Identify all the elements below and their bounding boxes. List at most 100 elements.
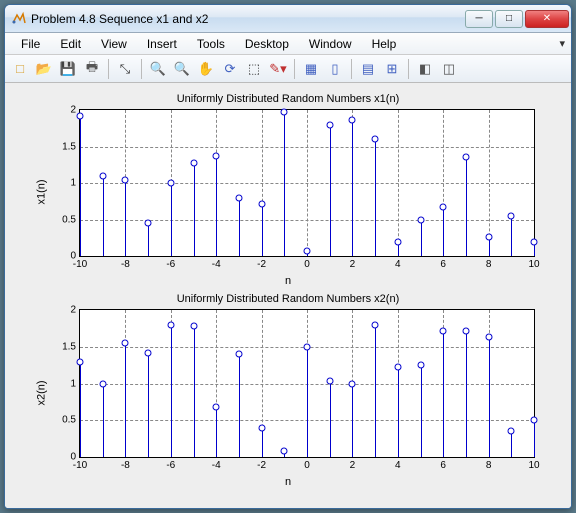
dock-icon[interactable]: ◧ <box>414 58 436 80</box>
stem-line <box>443 331 444 457</box>
menu-help[interactable]: Help <box>362 35 407 53</box>
stem-marker <box>235 351 242 358</box>
xtick-label: 4 <box>395 259 401 270</box>
stem-line <box>511 216 512 256</box>
stem-marker <box>213 404 220 411</box>
hide-tools-icon[interactable]: ⊞ <box>381 58 403 80</box>
rotate-3d-icon[interactable]: ⟳ <box>219 58 241 80</box>
zoom-out-icon[interactable]: 🔍 <box>171 58 193 80</box>
toolbar-separator <box>408 59 409 79</box>
zoom-in-icon[interactable]: 🔍 <box>147 58 169 80</box>
stem-line <box>443 207 444 256</box>
stem-marker <box>485 233 492 240</box>
stem-marker <box>235 194 242 201</box>
ytick-label: 2 <box>70 105 76 116</box>
print-icon[interactable]: 🖶 <box>81 58 103 80</box>
ylabel: x1(n) <box>36 180 48 205</box>
matlab-icon <box>11 11 27 27</box>
data-cursor-icon[interactable]: ⬚ <box>243 58 265 80</box>
maximize-button[interactable]: □ <box>495 10 523 28</box>
titlebar[interactable]: Problem 4.8 Sequence x1 and x2 ─ □ ✕ <box>5 5 571 33</box>
close-button[interactable]: ✕ <box>525 10 569 28</box>
toolbar-separator <box>351 59 352 79</box>
gridline-v <box>307 110 308 256</box>
stem-marker <box>349 380 356 387</box>
legend-icon[interactable]: ▤ <box>357 58 379 80</box>
stem-line <box>330 381 331 456</box>
xtick-label: -6 <box>166 460 175 471</box>
stem-marker <box>99 380 106 387</box>
pan-icon[interactable]: ✋ <box>195 58 217 80</box>
ytick-label: 1.5 <box>62 341 76 352</box>
ytick-label: 0.5 <box>62 214 76 225</box>
xtick-label: 0 <box>304 460 310 471</box>
xtick-label: -10 <box>73 259 87 270</box>
stem-line <box>239 354 240 456</box>
stem-line <box>307 347 308 457</box>
stem-marker <box>462 327 469 334</box>
edit-plot-icon[interactable]: ⤡ <box>114 58 136 80</box>
undock-icon[interactable]: ◫ <box>438 58 460 80</box>
xtick-label: -10 <box>73 460 87 471</box>
stem-marker <box>258 424 265 431</box>
stem-marker <box>213 153 220 160</box>
stem-marker <box>417 216 424 223</box>
menubar: File Edit View Insert Tools Desktop Wind… <box>5 33 571 55</box>
menu-edit[interactable]: Edit <box>50 35 91 53</box>
stem-marker <box>77 112 84 119</box>
ytick-label: 0.5 <box>62 415 76 426</box>
stem-line <box>330 125 331 257</box>
menu-tools[interactable]: Tools <box>187 35 235 53</box>
stem-marker <box>485 334 492 341</box>
xtick-label: -6 <box>166 259 175 270</box>
menu-view[interactable]: View <box>91 35 137 53</box>
stem-line <box>103 384 104 457</box>
xtick-label: 8 <box>486 460 492 471</box>
menu-corner-icon[interactable]: ▾ <box>559 37 565 50</box>
open-icon[interactable]: 📂 <box>33 58 55 80</box>
stem-line <box>171 325 172 457</box>
axes[interactable]: 00.511.52-10-8-6-4-20246810 <box>79 309 535 457</box>
ytick-label: 2 <box>70 305 76 316</box>
stem-marker <box>531 417 538 424</box>
stem-line <box>125 180 126 257</box>
axes[interactable]: 00.511.52-10-8-6-4-20246810 <box>79 109 535 257</box>
link-data-icon[interactable]: ▦ <box>300 58 322 80</box>
stem-line <box>466 331 467 457</box>
stem-line <box>375 325 376 457</box>
toolbar-separator <box>108 59 109 79</box>
stem-marker <box>122 176 129 183</box>
xtick-label: 2 <box>350 460 356 471</box>
stem-line <box>125 343 126 456</box>
stem-marker <box>77 358 84 365</box>
gridline-v <box>398 110 399 256</box>
stem-marker <box>167 180 174 187</box>
stem-line <box>103 176 104 257</box>
subplot-1: Uniformly Distributed Random Numbers x1(… <box>23 95 553 289</box>
stem-marker <box>145 349 152 356</box>
brush-icon[interactable]: ✎▾ <box>267 58 289 80</box>
stem-marker <box>122 340 129 347</box>
save-icon[interactable]: 💾 <box>57 58 79 80</box>
xtick-label: 10 <box>528 460 539 471</box>
xtick-label: 0 <box>304 259 310 270</box>
colorbar-icon[interactable]: ▯ <box>324 58 346 80</box>
stem-marker <box>462 153 469 160</box>
minimize-button[interactable]: ─ <box>465 10 493 28</box>
xtick-label: 6 <box>440 259 446 270</box>
stem-marker <box>372 322 379 329</box>
menu-window[interactable]: Window <box>299 35 362 53</box>
menu-desktop[interactable]: Desktop <box>235 35 299 53</box>
stem-line <box>148 223 149 256</box>
stem-marker <box>349 116 356 123</box>
stem-marker <box>417 361 424 368</box>
window-title: Problem 4.8 Sequence x1 and x2 <box>31 12 463 26</box>
stem-line <box>216 156 217 256</box>
plot-title: Uniformly Distributed Random Numbers x1(… <box>23 93 553 105</box>
menu-insert[interactable]: Insert <box>137 35 187 53</box>
menu-file[interactable]: File <box>11 35 50 53</box>
stem-marker <box>326 121 333 128</box>
xtick-label: -8 <box>121 460 130 471</box>
new-figure-icon[interactable]: □ <box>9 58 31 80</box>
stem-marker <box>394 363 401 370</box>
